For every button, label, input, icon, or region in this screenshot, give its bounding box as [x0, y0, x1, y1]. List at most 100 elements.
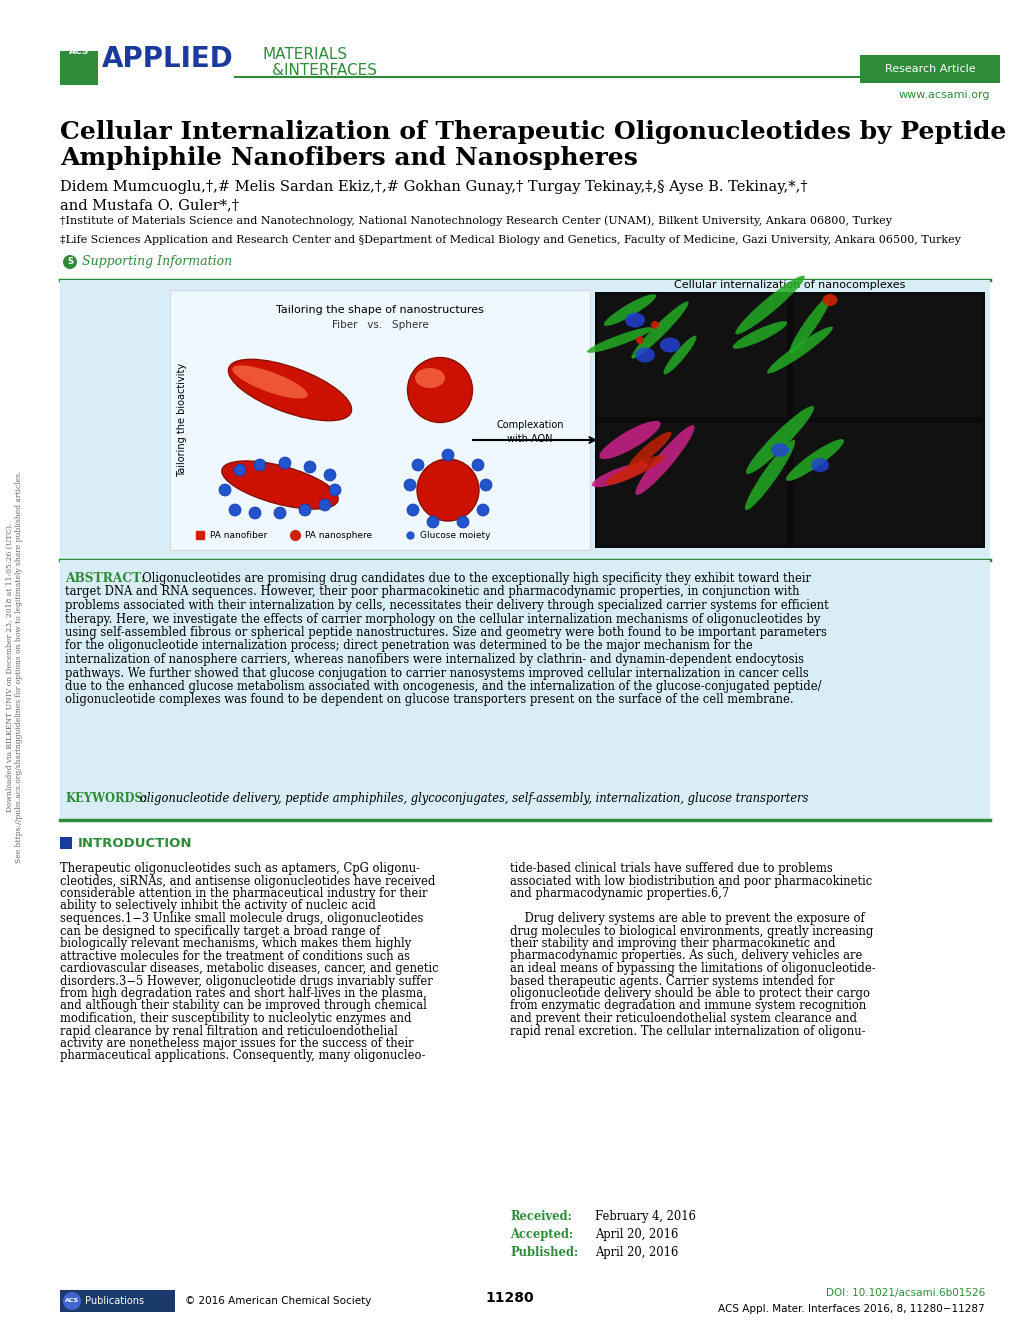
Ellipse shape	[662, 336, 696, 375]
Text: PA nanofiber: PA nanofiber	[210, 531, 267, 539]
Text: Publications: Publications	[86, 1297, 145, 1306]
Text: Oligonucleotides are promising drug candidates due to the exceptionally high spe: Oligonucleotides are promising drug cand…	[135, 572, 810, 586]
Text: Cellular Internalization of Therapeutic Oligonucleotides by Peptide: Cellular Internalization of Therapeutic …	[60, 120, 1006, 144]
Text: due to the enhanced glucose metabolism associated with oncogenesis, and the inte: due to the enhanced glucose metabolism a…	[65, 680, 820, 692]
Circle shape	[427, 516, 438, 528]
Ellipse shape	[786, 439, 843, 480]
Ellipse shape	[650, 321, 658, 329]
Text: Tailoring the bioactivity: Tailoring the bioactivity	[177, 363, 186, 478]
Bar	[792, 423, 981, 546]
Bar	[597, 295, 787, 418]
Text: based therapeutic agents. Carrier systems intended for: based therapeutic agents. Carrier system…	[510, 975, 834, 987]
Ellipse shape	[659, 338, 680, 352]
Ellipse shape	[628, 432, 671, 468]
Text: PA nanosphere: PA nanosphere	[305, 531, 372, 539]
Circle shape	[219, 484, 230, 496]
Text: Fiber   vs.   Sphere: Fiber vs. Sphere	[331, 320, 428, 329]
Text: ACS Appl. Mater. Interfaces 2016, 8, 11280−11287: ACS Appl. Mater. Interfaces 2016, 8, 112…	[717, 1305, 984, 1314]
Bar	[60, 836, 72, 848]
Text: Complexation: Complexation	[496, 420, 564, 430]
Circle shape	[412, 459, 424, 471]
Text: Therapeutic oligonucleotides such as aptamers, CpG oligonu-: Therapeutic oligonucleotides such as apt…	[60, 862, 420, 875]
Ellipse shape	[735, 276, 804, 335]
Text: Published:: Published:	[510, 1246, 578, 1259]
Text: Research Article: Research Article	[883, 64, 974, 73]
Circle shape	[229, 504, 240, 516]
Text: ABSTRACT:: ABSTRACT:	[65, 572, 146, 586]
Bar	[170, 289, 589, 550]
Text: modification, their susceptibility to nucleolytic enzymes and: modification, their susceptibility to nu…	[60, 1013, 411, 1025]
Text: can be designed to specifically target a broad range of: can be designed to specifically target a…	[60, 924, 380, 938]
Ellipse shape	[228, 359, 352, 420]
Bar	[60, 560, 989, 820]
Ellipse shape	[821, 293, 837, 305]
Circle shape	[329, 484, 340, 496]
Text: 11280: 11280	[485, 1291, 534, 1305]
Text: sequences.1−3 Unlike small molecule drugs, oligonucleotides: sequences.1−3 Unlike small molecule drug…	[60, 912, 423, 924]
Text: biologically relevant mechanisms, which makes them highly: biologically relevant mechanisms, which …	[60, 936, 411, 950]
Text: associated with low biodistribution and poor pharmacokinetic: associated with low biodistribution and …	[510, 875, 871, 887]
Text: S: S	[67, 257, 73, 267]
Circle shape	[63, 1293, 81, 1310]
Text: DOI: 10.1021/acsami.6b01526: DOI: 10.1021/acsami.6b01526	[825, 1289, 984, 1298]
Ellipse shape	[408, 358, 472, 423]
Bar	[597, 423, 787, 546]
Circle shape	[480, 479, 491, 491]
Ellipse shape	[417, 459, 479, 522]
Text: and prevent their reticuloendothelial system clearance and: and prevent their reticuloendothelial sy…	[510, 1013, 856, 1025]
Text: pharmacodynamic properties. As such, delivery vehicles are: pharmacodynamic properties. As such, del…	[510, 950, 861, 963]
Text: therapy. Here, we investigate the effects of carrier morphology on the cellular : therapy. Here, we investigate the effect…	[65, 612, 819, 626]
Ellipse shape	[591, 463, 648, 487]
Text: and although their stability can be improved through chemical: and although their stability can be impr…	[60, 999, 427, 1013]
Text: from high degradation rates and short half-lives in the plasma,: from high degradation rates and short ha…	[60, 987, 426, 1000]
Text: for the oligonucleotide internalization process; direct penetration was determin: for the oligonucleotide internalization …	[65, 639, 752, 652]
Text: ACS: ACS	[69, 48, 89, 56]
Ellipse shape	[625, 312, 644, 328]
Text: with AON: with AON	[506, 434, 552, 444]
Text: Downloaded via BILKENT UNIV on December 23, 2018 at 11:05:26 (UTC).
See https://: Downloaded via BILKENT UNIV on December …	[5, 471, 22, 863]
Circle shape	[324, 470, 335, 482]
Text: disorders.3−5 However, oligonucleotide drugs invariably suffer: disorders.3−5 However, oligonucleotide d…	[60, 975, 432, 987]
Text: Didem Mumcuoglu,†,# Melis Sardan Ekiz,†,# Gokhan Gunay,† Turgay Tekinay,‡,§ Ayse: Didem Mumcuoglu,†,# Melis Sardan Ekiz,†,…	[60, 180, 807, 193]
Circle shape	[63, 255, 76, 269]
Bar	[60, 280, 989, 560]
Text: considerable attention in the pharmaceutical industry for their: considerable attention in the pharmaceut…	[60, 887, 427, 900]
Ellipse shape	[221, 462, 338, 510]
Ellipse shape	[415, 368, 444, 388]
Circle shape	[254, 459, 266, 471]
Circle shape	[274, 507, 285, 519]
Circle shape	[299, 504, 311, 516]
Ellipse shape	[789, 296, 829, 354]
Circle shape	[477, 504, 488, 516]
Text: cardiovascular diseases, metabolic diseases, cancer, and genetic: cardiovascular diseases, metabolic disea…	[60, 962, 438, 975]
Ellipse shape	[744, 440, 794, 510]
Circle shape	[472, 459, 484, 471]
Text: Drug delivery systems are able to prevent the exposure of: Drug delivery systems are able to preven…	[510, 912, 864, 924]
Text: MATERIALS: MATERIALS	[263, 47, 347, 61]
Text: Supporting Information: Supporting Information	[82, 256, 232, 268]
Ellipse shape	[732, 321, 787, 348]
Text: oligonucleotide delivery should be able to protect their cargo: oligonucleotide delivery should be able …	[510, 987, 869, 1000]
Text: &INTERFACES: &INTERFACES	[272, 63, 377, 77]
Circle shape	[279, 458, 290, 470]
Text: cleotides, siRNAs, and antisense oligonucleotides have received: cleotides, siRNAs, and antisense oligonu…	[60, 875, 435, 887]
Ellipse shape	[635, 426, 694, 495]
Text: tide-based clinical trials have suffered due to problems: tide-based clinical trials have suffered…	[510, 862, 832, 875]
Circle shape	[319, 499, 331, 511]
Ellipse shape	[745, 406, 813, 474]
Circle shape	[249, 507, 261, 519]
Ellipse shape	[587, 327, 652, 354]
Ellipse shape	[603, 293, 655, 325]
Text: drug molecules to biological environments, greatly increasing: drug molecules to biological environment…	[510, 924, 872, 938]
Bar	[594, 292, 984, 548]
Text: INTRODUCTION: INTRODUCTION	[77, 836, 193, 850]
Text: an ideal means of bypassing the limitations of oligonucleotide-: an ideal means of bypassing the limitati…	[510, 962, 874, 975]
Circle shape	[304, 462, 316, 474]
Bar	[859, 55, 999, 83]
Ellipse shape	[810, 458, 828, 472]
Bar	[60, 51, 98, 85]
Text: April 20, 2016: April 20, 2016	[594, 1246, 678, 1259]
Circle shape	[457, 516, 469, 528]
Text: their stability and improving their pharmacokinetic and: their stability and improving their phar…	[510, 936, 835, 950]
Ellipse shape	[636, 336, 643, 344]
